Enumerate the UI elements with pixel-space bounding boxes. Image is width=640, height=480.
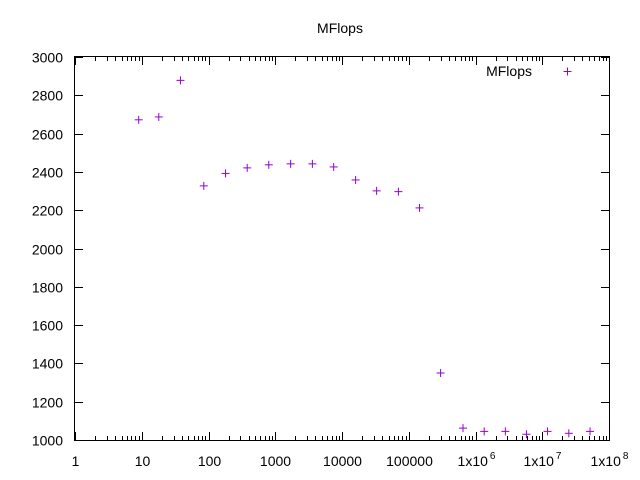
data-point <box>351 175 360 184</box>
legend-label: MFlops <box>486 63 532 79</box>
y-tick-label: 1200 <box>32 395 63 411</box>
y-tick-label: 1400 <box>32 356 63 372</box>
data-point <box>221 169 230 178</box>
data-point <box>372 186 381 195</box>
data-point <box>243 163 252 172</box>
y-axis: 1000 1200 1400 1600 1800 2000 2200 2400 2600 2800… <box>32 50 609 449</box>
y-tick-label: 2800 <box>32 88 63 104</box>
plot-frame <box>74 56 610 441</box>
x-tick-label: 1x10 8 <box>591 451 629 469</box>
x-tick-label: 1 <box>72 453 80 469</box>
x-tick-label: 1x10 7 <box>524 451 562 469</box>
legend: MFlops <box>486 63 572 79</box>
data-point <box>586 427 595 436</box>
legend-marker-plus <box>563 67 572 76</box>
data-point <box>436 368 445 377</box>
data-point <box>480 427 489 436</box>
data-points <box>134 76 595 439</box>
data-point <box>415 203 424 212</box>
data-point <box>329 162 338 171</box>
data-point <box>286 159 295 168</box>
data-point <box>199 181 208 190</box>
data-point <box>522 430 531 439</box>
y-tick-label: 2400 <box>32 165 63 181</box>
y-tick-label: 1600 <box>32 318 63 334</box>
x-tick-label: 100 <box>198 453 222 469</box>
y-tick-label: 2000 <box>32 242 63 258</box>
y-tick-label: 2200 <box>32 203 63 219</box>
y-tick-label: 3000 <box>32 50 63 66</box>
data-point <box>308 159 317 168</box>
legend-marker <box>563 67 572 76</box>
data-point <box>501 427 510 436</box>
data-point <box>134 115 143 124</box>
x-tick-label: 100000 <box>386 453 433 469</box>
x-tick-label: 10000 <box>323 453 362 469</box>
x-axis: 1 10 100 1000 10000 100000 1x10 6 1x10 7 1x10 8 <box>72 57 629 469</box>
x-tick-label: 1x10 6 <box>458 451 496 469</box>
data-point <box>394 187 403 196</box>
y-tick-label: 1000 <box>32 433 63 449</box>
chart-title: MFlops <box>317 20 363 36</box>
y-tick-label: 1800 <box>32 280 63 296</box>
data-point <box>543 427 552 436</box>
y-tick-label: 2600 <box>32 127 63 143</box>
data-point <box>459 424 468 433</box>
data-point <box>176 76 185 85</box>
x-tick-label: 10 <box>135 453 151 469</box>
data-point <box>264 160 273 169</box>
data-point <box>564 429 573 438</box>
data-point <box>154 112 163 121</box>
x-tick-label: 1000 <box>260 453 291 469</box>
